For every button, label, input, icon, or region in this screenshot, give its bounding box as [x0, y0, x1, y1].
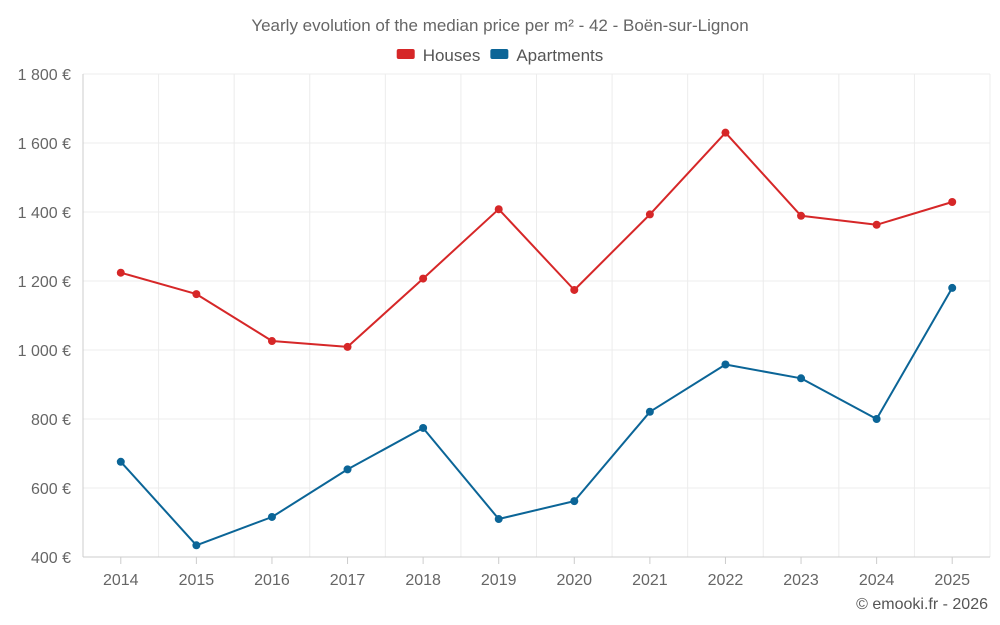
x-tick-label: 2021: [632, 572, 668, 589]
data-point-apartments[interactable]: [872, 415, 881, 423]
x-tick-label: 2014: [103, 572, 139, 589]
x-tick-label: 2024: [859, 572, 895, 589]
data-point-apartments[interactable]: [419, 423, 428, 432]
legend-swatch: [396, 49, 415, 59]
x-tick-label: 2022: [708, 572, 744, 589]
legend-swatch: [490, 49, 509, 59]
data-point-houses[interactable]: [721, 128, 730, 137]
legend-label: Apartments: [516, 46, 603, 65]
x-tick-label: 2017: [330, 572, 366, 589]
legend-item-houses[interactable]: Houses: [396, 46, 481, 65]
legend: Houses Apartments: [396, 46, 603, 65]
x-tick-label: 2016: [254, 572, 290, 589]
x-tick-label: 2015: [179, 572, 215, 589]
series-layer: [116, 128, 957, 550]
data-point-houses[interactable]: [192, 290, 201, 299]
y-tick-label: 1 400 €: [18, 205, 71, 222]
data-point-apartments[interactable]: [343, 465, 352, 474]
y-tick-label: 1 000 €: [18, 343, 71, 360]
data-point-houses[interactable]: [645, 210, 654, 219]
y-tick-label: 1 600 €: [18, 136, 71, 153]
y-tick-label: 600 €: [31, 481, 71, 498]
y-tick-label: 1 800 €: [18, 67, 71, 84]
data-point-apartments[interactable]: [721, 360, 730, 369]
chart-title: Yearly evolution of the median price per…: [251, 16, 748, 35]
data-point-houses[interactable]: [116, 268, 125, 277]
legend-label: Houses: [423, 46, 481, 65]
y-tick-label: 800 €: [31, 412, 71, 429]
data-point-apartments[interactable]: [494, 515, 503, 524]
data-point-apartments[interactable]: [192, 541, 201, 550]
data-point-houses[interactable]: [343, 342, 352, 351]
data-point-apartments[interactable]: [116, 457, 125, 466]
legend-item-apartments[interactable]: Apartments: [490, 46, 603, 65]
data-point-houses[interactable]: [570, 285, 579, 294]
data-point-houses[interactable]: [948, 197, 957, 206]
series-line-houses: [120, 131, 953, 348]
data-point-houses[interactable]: [267, 337, 276, 346]
y-tick-label: 1 200 €: [18, 274, 71, 291]
data-point-houses[interactable]: [797, 211, 806, 220]
x-tick-label: 2019: [481, 572, 517, 589]
x-tick-label: 2018: [405, 572, 441, 589]
series-line-apartments: [120, 287, 954, 547]
data-point-houses[interactable]: [419, 274, 428, 283]
data-point-apartments[interactable]: [797, 374, 806, 383]
data-point-apartments[interactable]: [645, 407, 654, 416]
x-tick-label: 2020: [556, 572, 592, 589]
data-point-houses[interactable]: [872, 220, 881, 229]
x-tick-label: 2025: [934, 572, 970, 589]
x-tick-label: 2023: [783, 572, 819, 589]
y-tick-label: 400 €: [31, 550, 71, 567]
grid: [83, 73, 991, 557]
data-point-apartments[interactable]: [570, 497, 579, 506]
data-point-houses[interactable]: [494, 205, 503, 214]
data-point-apartments[interactable]: [948, 283, 957, 292]
axes: 400 € 600 € 800 € 1 000 € 1 200 € 1 400 € 1 60…: [18, 67, 990, 589]
data-point-apartments[interactable]: [267, 512, 276, 521]
credit-text: © emooki.fr - 2026: [856, 596, 988, 613]
